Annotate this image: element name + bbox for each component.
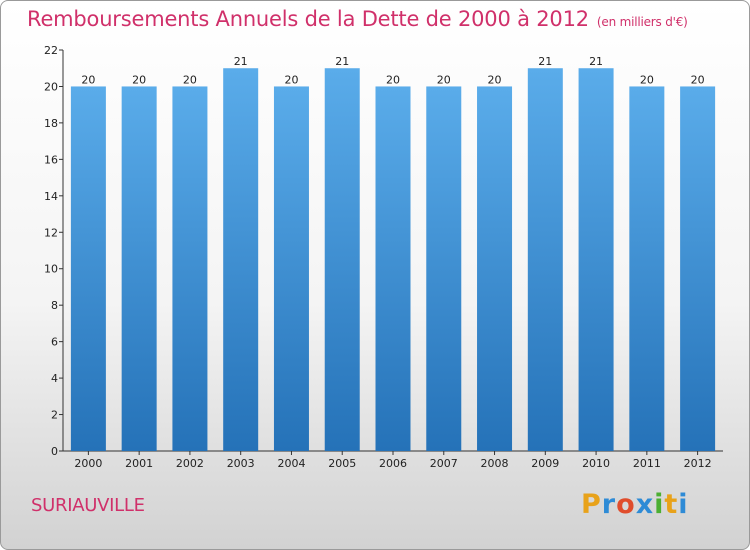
data-label: 20 — [691, 73, 705, 86]
y-tick-label: 8 — [51, 299, 58, 312]
chart-title: Remboursements Annuels de la Dette de 20… — [27, 7, 688, 31]
proxiti-logo: Proxiti — [581, 489, 689, 520]
bar — [527, 68, 563, 452]
x-tick-label: 2002 — [176, 457, 204, 470]
logo-letter: i — [654, 489, 665, 520]
y-tick-label: 0 — [51, 445, 58, 458]
y-tick-label: 18 — [44, 117, 58, 130]
logo-letter: r — [601, 489, 617, 520]
y-tick-label: 22 — [44, 44, 58, 57]
x-tick-label: 2000 — [74, 457, 102, 470]
bar — [477, 86, 513, 452]
bar — [273, 86, 309, 452]
data-label: 20 — [132, 73, 146, 86]
y-tick-label: 6 — [51, 336, 58, 349]
data-label: 20 — [284, 73, 298, 86]
y-tick-label: 4 — [51, 372, 58, 385]
data-label: 20 — [386, 73, 400, 86]
x-tick-label: 2012 — [684, 457, 712, 470]
bar — [578, 68, 614, 452]
x-tick-label: 2001 — [125, 457, 153, 470]
x-tick-label: 2008 — [481, 457, 509, 470]
bar — [629, 86, 665, 452]
x-tick-label: 2004 — [277, 457, 305, 470]
data-label: 21 — [589, 55, 603, 68]
logo-letter: t — [664, 489, 679, 520]
y-tick-label: 14 — [44, 190, 58, 203]
place-name: SURIAUVILLE — [31, 495, 145, 516]
bar — [70, 86, 106, 452]
bars-group — [70, 68, 716, 452]
data-label: 20 — [81, 73, 95, 86]
x-tick-label: 2003 — [227, 457, 255, 470]
logo-letter: o — [616, 489, 636, 520]
y-tick-label: 2 — [51, 409, 58, 422]
data-label: 20 — [437, 73, 451, 86]
x-tick-label: 2005 — [328, 457, 356, 470]
title-text: Remboursements Annuels de la Dette de 20… — [27, 7, 589, 31]
logo-letter: i — [678, 489, 689, 520]
x-tick-label: 2006 — [379, 457, 407, 470]
data-label: 20 — [640, 73, 654, 86]
y-tick-label: 16 — [44, 153, 58, 166]
x-tick-label: 2010 — [582, 457, 610, 470]
y-tick-label: 10 — [44, 263, 58, 276]
data-label: 21 — [234, 55, 248, 68]
data-label: 21 — [538, 55, 552, 68]
x-tick-label: 2009 — [531, 457, 559, 470]
data-label: 20 — [488, 73, 502, 86]
logo-letter: x — [635, 489, 655, 520]
labels-group: 2000 20 2001 20 2002 20 2003 21 2004 20 2005 21 2006… — [74, 55, 711, 470]
unit-label: (en milliers d'€) — [596, 15, 688, 29]
bar — [172, 86, 208, 452]
bar — [426, 86, 462, 452]
logo-letter: P — [581, 489, 602, 520]
bar — [324, 68, 360, 452]
y-tick-label: 12 — [44, 226, 58, 239]
bar — [375, 86, 411, 452]
y-tick-label: 20 — [44, 80, 58, 93]
bar — [223, 68, 259, 452]
bar — [680, 86, 716, 452]
x-tick-label: 2011 — [633, 457, 661, 470]
data-label: 21 — [335, 55, 349, 68]
bar — [121, 86, 157, 452]
data-label: 20 — [183, 73, 197, 86]
x-tick-label: 2007 — [430, 457, 458, 470]
